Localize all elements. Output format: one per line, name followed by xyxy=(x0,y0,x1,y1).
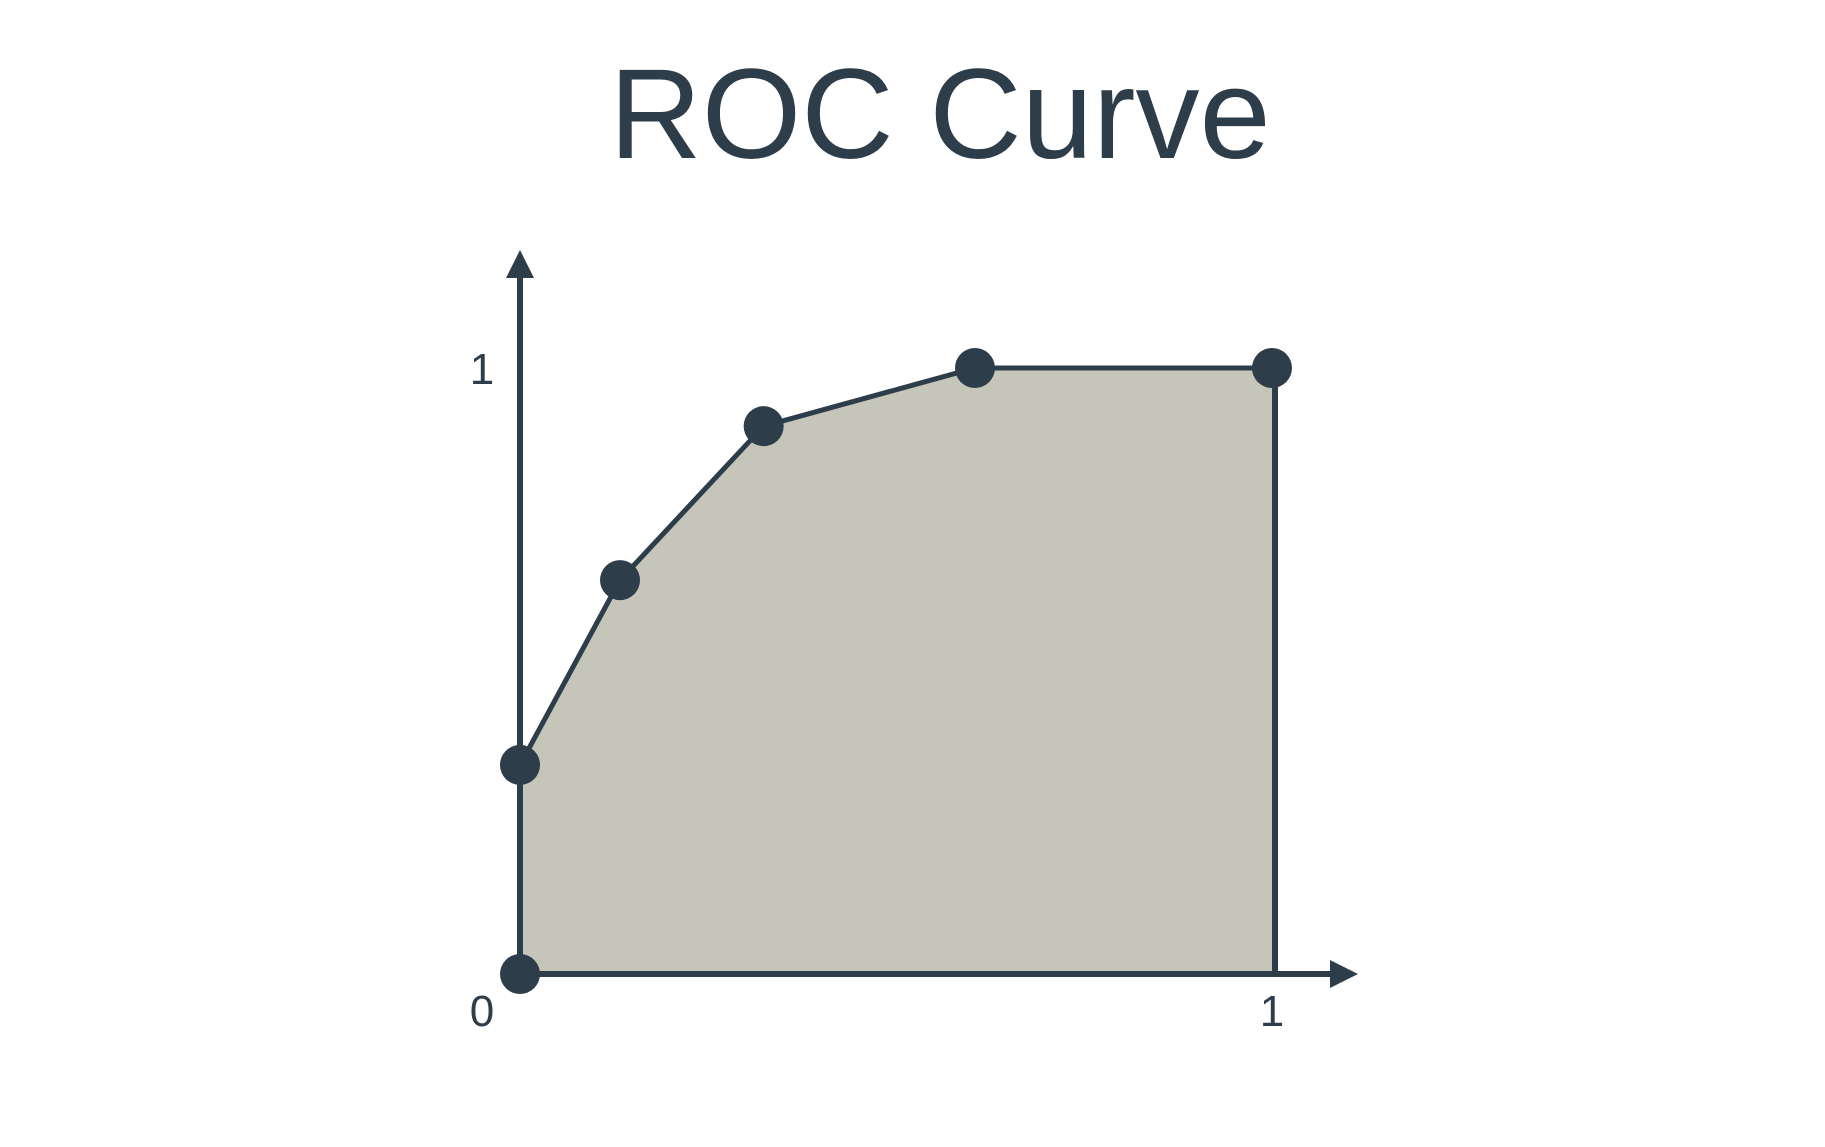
data-point-1 xyxy=(500,744,540,785)
data-point-5 xyxy=(1252,348,1292,388)
plot-area: 0 1 1 xyxy=(470,250,1358,1036)
x-axis-arrow xyxy=(1330,960,1358,988)
data-point-3 xyxy=(743,406,784,447)
chart-title: ROC Curve xyxy=(609,43,1270,186)
area-under-curve xyxy=(520,368,1272,974)
data-point-0 xyxy=(500,954,540,994)
x-tick-label-1: 1 xyxy=(1260,987,1284,1036)
x-tick-label-0: 0 xyxy=(470,987,494,1036)
y-tick-label-1: 1 xyxy=(470,345,494,394)
data-point-4 xyxy=(954,348,995,388)
y-axis-arrow xyxy=(506,250,534,278)
roc-curve-line xyxy=(517,365,1272,974)
data-point-2 xyxy=(600,560,641,601)
